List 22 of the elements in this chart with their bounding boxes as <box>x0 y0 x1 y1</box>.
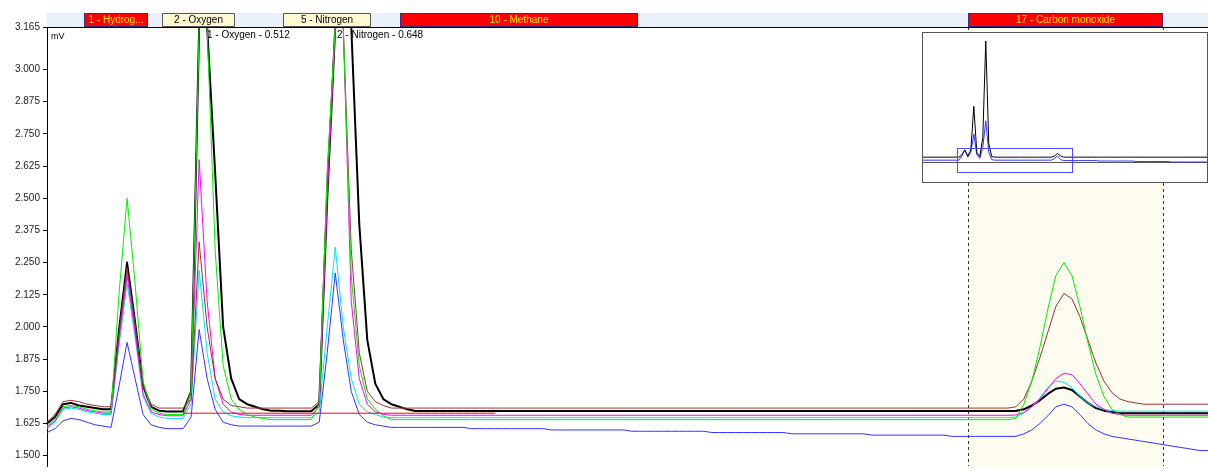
y-tick-label: 1.625 <box>14 417 41 429</box>
annotation: 2 - Nitrogen - 0.648 <box>337 28 424 40</box>
y-tick-label: 1.750 <box>14 385 41 397</box>
text: 1 - Hydrog... <box>88 14 144 26</box>
y-tick-label: 1.500 <box>14 449 41 461</box>
text: 5 - Nitrogen <box>300 14 354 26</box>
text: 10 - Methane <box>489 14 549 26</box>
y-tick-label: 2.875 <box>14 95 41 107</box>
y-tick-label: 2.500 <box>14 191 41 203</box>
y-tick-label: 3.000 <box>14 63 41 75</box>
y-tick-label: 2.125 <box>14 288 41 300</box>
y-tick-label: 3.165 <box>14 20 41 32</box>
y-tick-label: 2.375 <box>14 224 41 236</box>
text: 2 - Oxygen <box>174 14 223 26</box>
y-tick-label: 2.000 <box>14 320 41 332</box>
annotation: 1 - Oxygen - 0.512 <box>207 28 291 40</box>
text: 17 - Carbon monoxide <box>1016 14 1116 26</box>
y-axis-title: mV <box>51 31 65 42</box>
y-tick-label: 2.250 <box>14 256 41 268</box>
y-tick-label: 2.750 <box>14 127 41 139</box>
y-tick-label: 1.875 <box>14 352 41 364</box>
y-tick-label: 2.625 <box>14 159 41 171</box>
